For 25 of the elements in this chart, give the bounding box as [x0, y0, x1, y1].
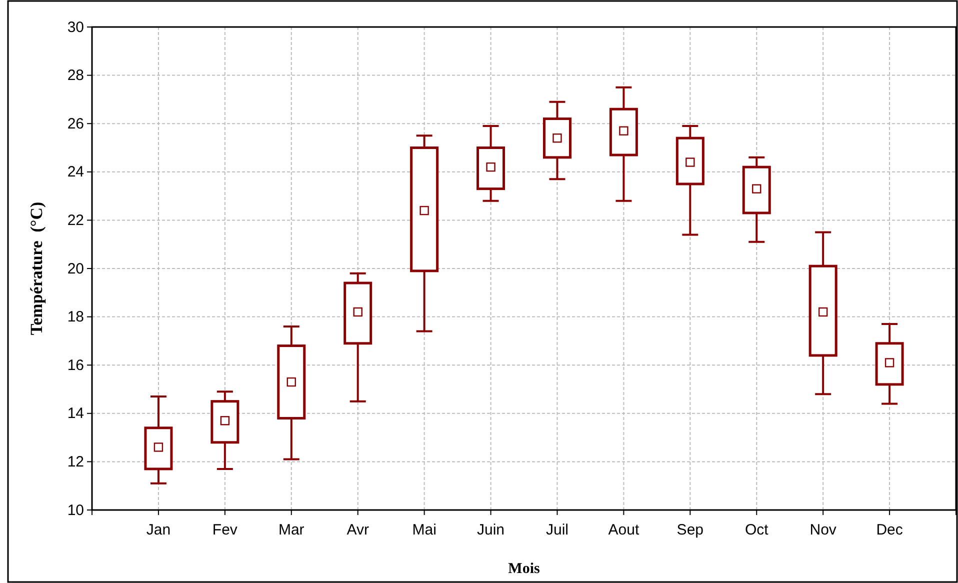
- y-tick-label: 10: [67, 502, 84, 519]
- y-tick-label: 18: [67, 308, 84, 326]
- y-tick-label: 20: [67, 260, 84, 278]
- x-tick-label: Avr: [346, 522, 369, 538]
- y-tick-label: 26: [67, 115, 84, 132]
- y-tick-label: 24: [67, 164, 84, 181]
- x-tick-label: Oct: [744, 522, 770, 538]
- x-tick-label: Dec: [876, 522, 904, 538]
- x-tick-label: Fev: [212, 522, 238, 538]
- x-tick-label: Juil: [546, 522, 568, 538]
- y-tick-label: 30: [67, 18, 84, 36]
- y-tick-label: 22: [67, 212, 84, 229]
- x-tick-label: Mai: [412, 522, 436, 538]
- y-tick-label: 28: [67, 67, 84, 84]
- x-tick-label: Sep: [676, 522, 704, 538]
- y-tick-label: 12: [67, 454, 84, 470]
- y-tick-label: 16: [67, 356, 84, 374]
- x-tick-label: Aout: [608, 522, 640, 538]
- x-tick-label: Juin: [477, 522, 505, 538]
- y-tick-label: 14: [67, 405, 84, 422]
- y-axis-title: Température (°C): [27, 202, 46, 336]
- x-axis-title: Mois: [508, 561, 540, 577]
- x-tick-label: Jan: [146, 522, 171, 538]
- x-tick-label: Nov: [810, 522, 837, 538]
- x-tick-label: Mar: [278, 522, 304, 538]
